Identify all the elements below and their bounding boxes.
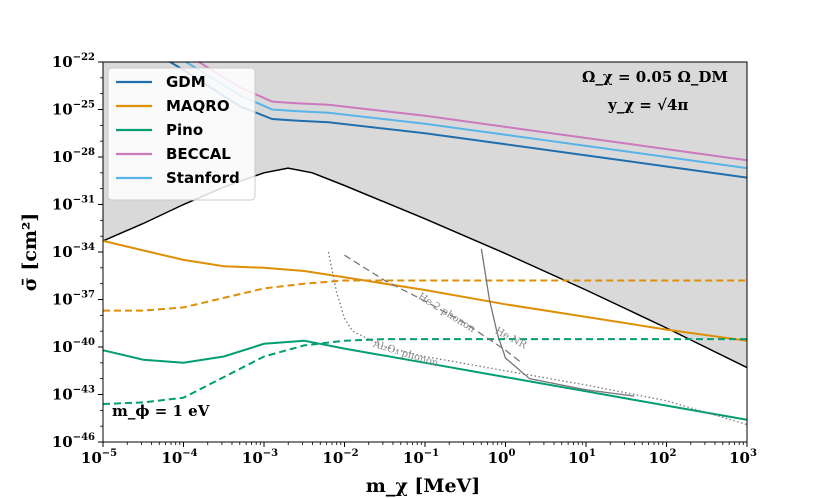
curve-label-al-o-phonon: Al₂O₃ phonon	[371, 339, 440, 370]
mediator-annotation: m_ϕ = 1 eV	[112, 402, 210, 420]
y-tick-label: 10−34	[52, 242, 95, 261]
series-pino-dashed	[103, 338, 747, 405]
x-tick-label: 103	[729, 448, 757, 467]
legend-label-maqro: MAQRO	[166, 97, 230, 115]
y-tick-label: 10−31	[52, 195, 95, 214]
legend-label-stanford: Stanford	[166, 169, 240, 187]
series-maqro-dashed	[103, 279, 747, 312]
y-axis-label: σ̄ [cm²]	[19, 213, 41, 292]
excluded-region-boundary	[103, 167, 747, 369]
series-he-2-phonon	[344, 254, 523, 364]
y-tick-label: 10−40	[52, 337, 95, 356]
y-tick-label: 10−22	[52, 52, 95, 71]
series-maqro	[103, 239, 747, 342]
x-tick-label: 10−3	[242, 448, 278, 467]
x-tick-label: 101	[568, 448, 596, 467]
legend-label-pino: Pino	[166, 121, 203, 139]
x-tick-label: 10−5	[81, 448, 117, 467]
x-tick-label: 10−1	[403, 448, 439, 467]
x-tick-label: 100	[488, 448, 516, 467]
y-tick-label: 10−25	[52, 100, 95, 119]
y-tick-label: 10−43	[52, 385, 95, 404]
x-axis-label: m_χ [MeV]	[366, 475, 481, 497]
series-al-o-phonon	[327, 251, 747, 426]
coupling-annotation: y_χ = √4π	[607, 96, 688, 114]
legend-label-beccal: BECCAL	[166, 145, 231, 163]
y-tick-label: 10−46	[52, 432, 95, 451]
y-tick-label: 10−37	[52, 290, 95, 309]
x-tick-label: 10−4	[161, 448, 197, 467]
series-pino	[103, 339, 747, 421]
omega-annotation: Ω_χ = 0.05 Ω_DM	[582, 68, 728, 86]
legend-label-gdm: GDM	[166, 73, 206, 91]
x-tick-label: 102	[649, 448, 677, 467]
series-he-nr	[480, 248, 635, 397]
x-tick-label: 10−2	[322, 448, 358, 467]
y-tick-label: 10−28	[52, 147, 95, 166]
legend-box	[107, 67, 256, 201]
